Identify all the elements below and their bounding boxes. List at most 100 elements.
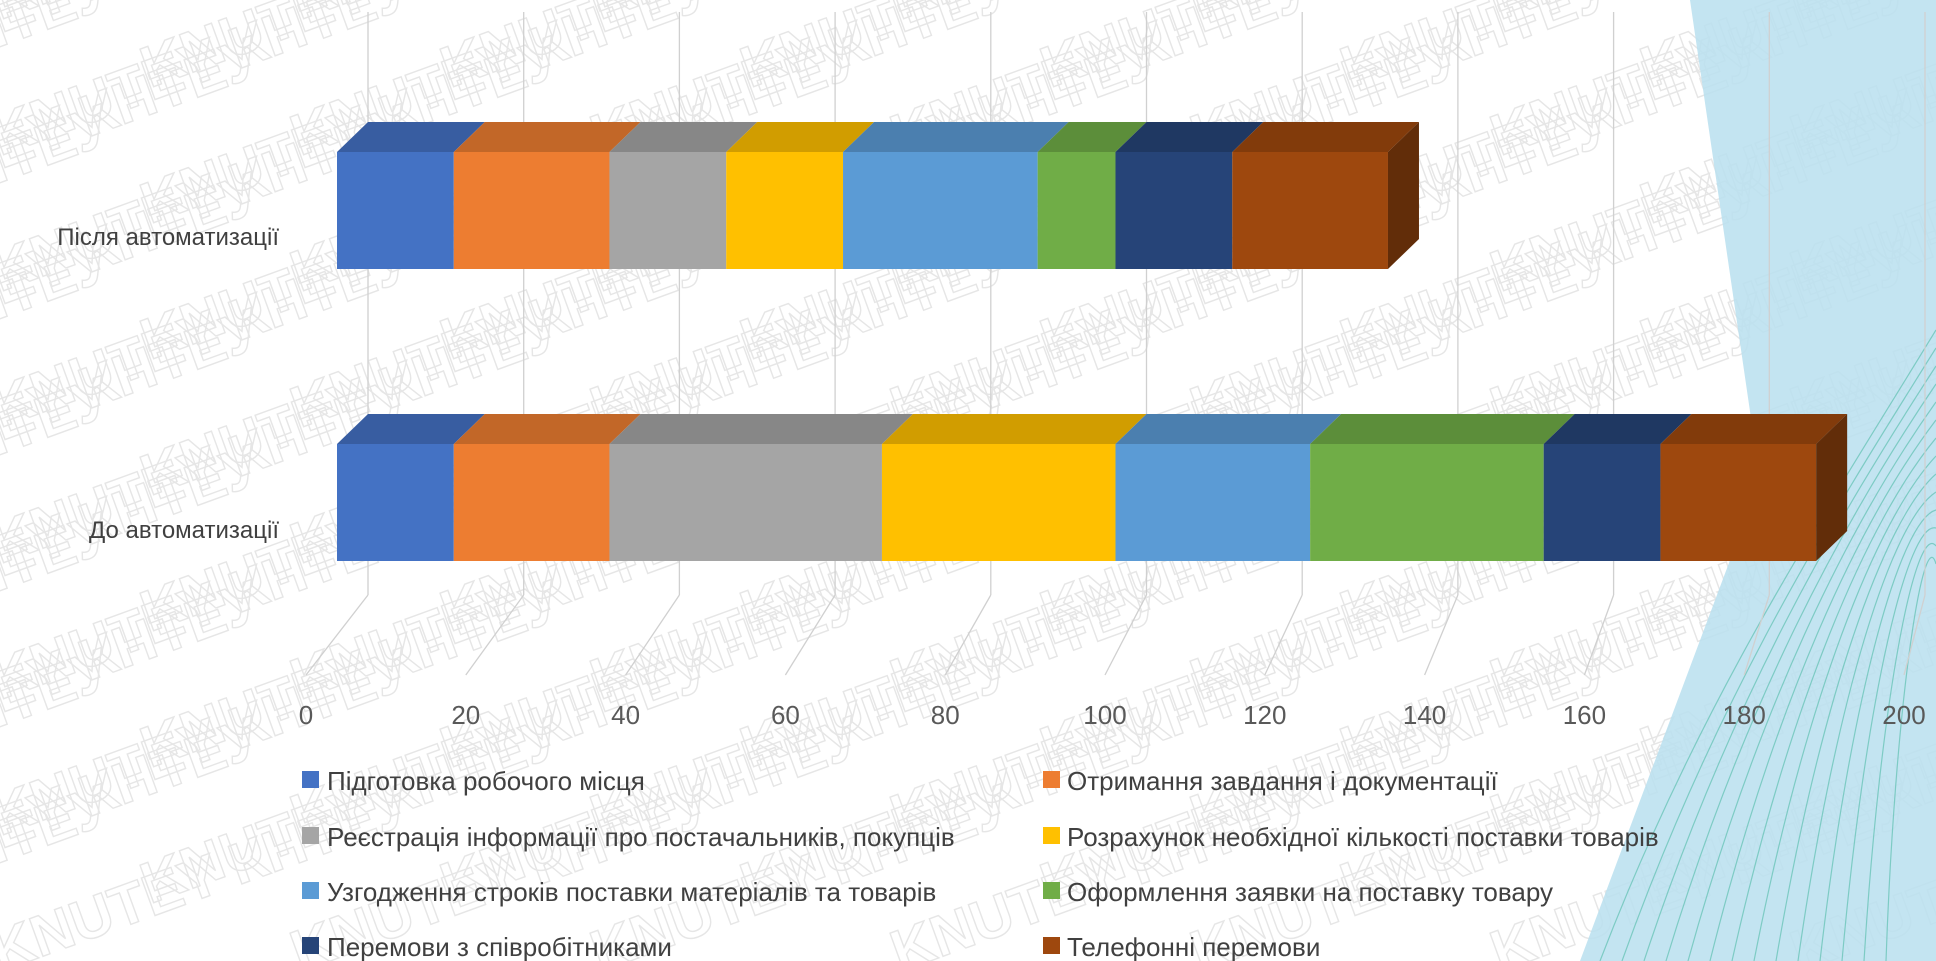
x-tick-label: 140 [1403,700,1446,730]
chart-bars [337,122,1848,561]
gridline-floor [1104,594,1148,676]
bar-segment [337,152,454,269]
background-band [1580,0,1936,961]
background-stripe [1841,527,1936,961]
background-stripe [1665,383,1936,961]
background-stripe [1863,543,1936,961]
bar-segment [609,444,882,561]
bar-segment [1037,152,1116,269]
bar-top [1115,122,1264,152]
bar-segment [1115,152,1233,269]
legend-label: Підготовка робочого місця [327,766,645,796]
bar-top [1232,122,1419,152]
x-tick-label: 60 [771,700,800,730]
x-tick-label: 80 [931,700,960,730]
background-stripe [1797,491,1936,961]
x-tick-label: 180 [1723,700,1766,730]
background-stripe [1775,473,1936,961]
bar-top [726,122,875,152]
bar-segment [881,444,1116,561]
bar-top [1660,414,1848,444]
bar-segment [1115,444,1311,561]
bar-top [1310,414,1575,444]
background-stripe [1709,419,1936,961]
gridline-floor [784,594,836,676]
bar-segment [1232,152,1388,269]
legend-item: Узгодження строків поставки матеріалів т… [302,877,936,907]
x-tick-label: 120 [1243,700,1286,730]
legend-swatch [302,827,319,844]
bar-segment [1310,444,1544,561]
chart-labels: Після автоматизації До автоматизації [57,224,279,544]
x-tick-label: 40 [611,700,640,730]
bar-segment [453,444,610,561]
bar-segment [1660,444,1817,561]
bar-top [1115,414,1342,444]
background-stripe [1885,556,1936,961]
gridline-floor [305,594,369,676]
bar-side [1816,414,1848,561]
legend-swatch [302,882,319,899]
legend-item: Оформлення заявки на поставку товару [1043,877,1553,907]
x-axis-tick-labels: 0 20 40 60 80 100 120 140 160 180 200 [299,700,1926,730]
bar-top [453,122,641,152]
bar-side [1387,122,1419,269]
gridline-floor [465,594,525,676]
bar-top [337,122,485,152]
bar-segment [843,152,1038,269]
legend: Підготовка робочого місця Отримання завд… [302,766,1659,961]
legend-item: Перемови з співробітниками [302,932,672,961]
legend-item: Реєстрація інформації про постачальників… [302,822,955,852]
gridline-floor [625,594,680,676]
legend-label: Отримання завдання і документації [1067,766,1498,796]
background-stripe [1753,455,1936,961]
bar-top [609,122,758,152]
bar-top [337,414,485,444]
x-tick-label: 160 [1563,700,1606,730]
bar-segment [726,152,844,269]
bar-top [843,122,1069,152]
gridline-floor [944,594,992,676]
category-label: Після автоматизації [57,224,279,251]
bar-top [881,414,1147,444]
background-stripe [1731,437,1936,961]
legend-label: Розрахунок необхідної кількості поставки… [1067,822,1659,852]
legend-label: Узгодження строків поставки матеріалів т… [327,877,936,907]
gridline-floor [1743,594,1770,676]
bar-top [609,414,913,444]
bar-top [1543,414,1692,444]
legend-label: Реєстрація інформації про постачальників… [327,822,955,852]
gridline-floor [1423,594,1459,676]
legend-swatch [1043,937,1060,954]
x-tick-label: 200 [1882,700,1925,730]
bar-segment [609,152,727,269]
legend-label: Оформлення заявки на поставку товару [1067,877,1553,907]
bar-top [453,414,641,444]
legend-item: Підготовка робочого місця [302,766,645,796]
legend-label: Перемови з співробітниками [327,932,672,961]
background-stripe [1643,365,1936,961]
background-stripe [1621,347,1936,961]
background-stripe [1687,401,1936,961]
category-label: До автоматизації [89,517,279,544]
bar-segment [1543,444,1661,561]
legend-swatch [302,937,319,954]
legend-label: Телефонні перемови [1067,932,1320,961]
bar-segment [453,152,610,269]
gridline-floor [1903,594,1926,676]
legend-item: Телефонні перемови [1043,932,1320,961]
gridline-floor [1583,594,1615,676]
legend-swatch [302,771,319,788]
x-tick-label: 0 [299,700,313,730]
legend-swatch [1043,771,1060,788]
legend-item: Отримання завдання і документації [1043,766,1498,796]
x-tick-label: 20 [451,700,480,730]
bar-segment [337,444,454,561]
background-stripe [1819,509,1936,961]
gridline-floor [1264,594,1303,676]
legend-swatch [1043,882,1060,899]
legend-swatch [1043,827,1060,844]
x-tick-label: 100 [1083,700,1126,730]
bar-top [1037,122,1147,152]
